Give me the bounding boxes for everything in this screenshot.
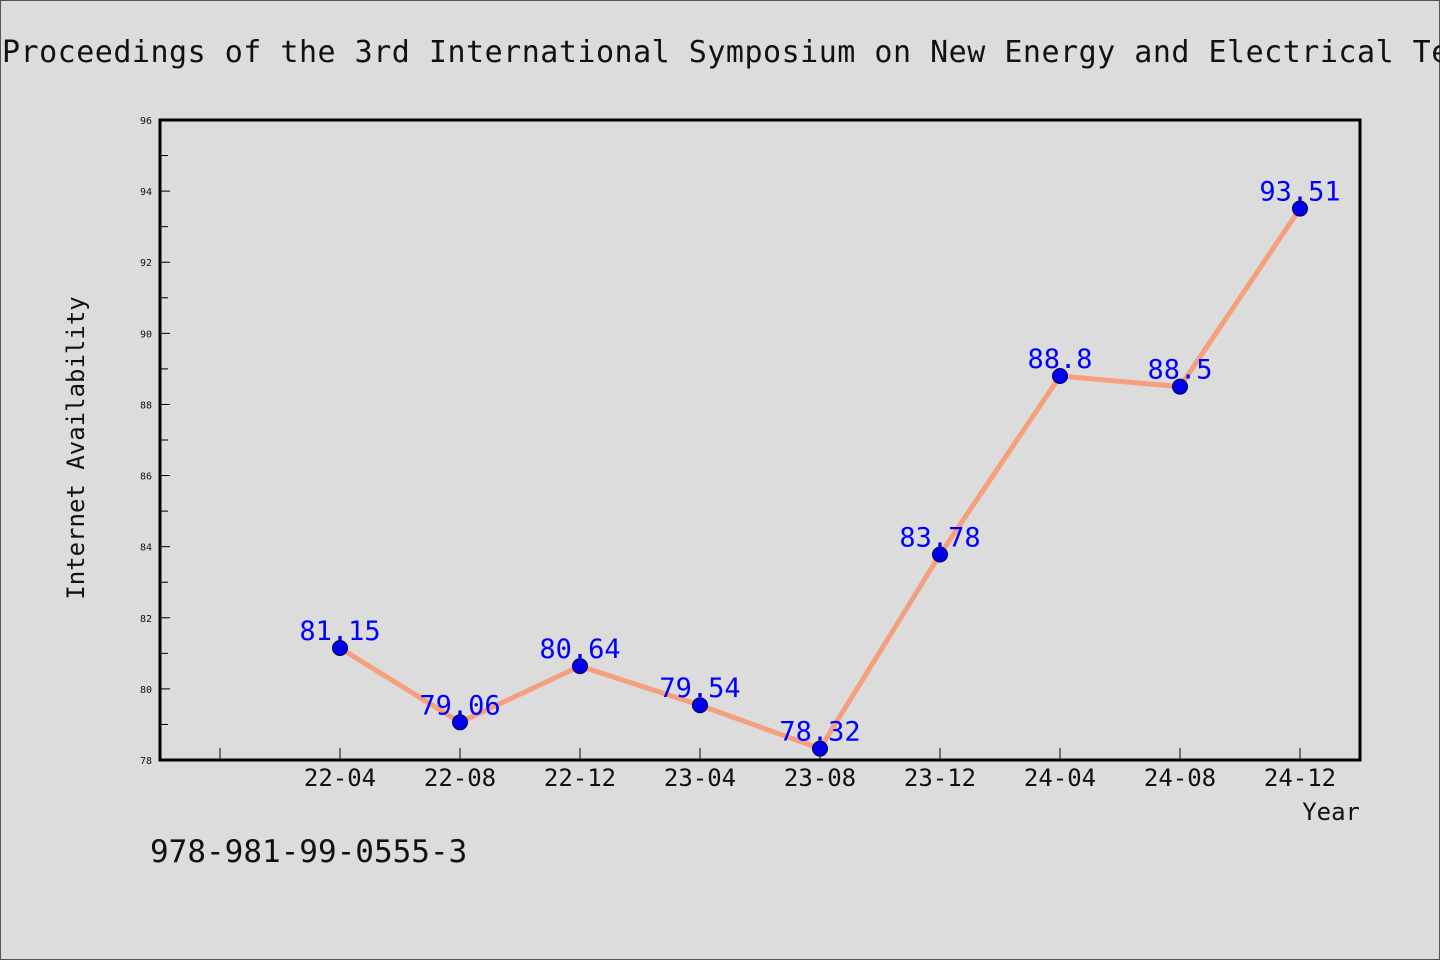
data-label: 83.78	[899, 522, 980, 553]
isbn-text: 978-981-99-0555-3	[150, 834, 468, 870]
y-axis-label: Internet Availability	[62, 296, 90, 599]
x-tick-label: 24-12	[1264, 764, 1336, 792]
x-axis-label: Year	[1302, 798, 1360, 826]
y-tick-label: 90	[140, 329, 152, 340]
data-point	[572, 658, 588, 675]
data-label: 93.51	[1259, 177, 1340, 208]
data-point	[692, 697, 708, 714]
data-labels: 81.15 79.06 80.64 79.54 78.32 83.78 88.8 88.5 93…	[299, 177, 1340, 748]
y-axis: 78 80 82 84 86 88 90 92 94 96	[140, 116, 170, 767]
x-tick-label: 23-04	[664, 764, 736, 792]
data-point	[932, 546, 948, 563]
data-point	[332, 640, 348, 656]
data-label: 88.8	[1027, 344, 1092, 375]
x-tick-label: 22-12	[544, 764, 616, 792]
data-points	[332, 200, 1308, 757]
x-tick-label: 24-08	[1144, 764, 1216, 792]
data-point	[812, 740, 828, 757]
page-title: Proceedings of the 3rd International Sym…	[2, 35, 1440, 70]
data-point	[1172, 378, 1188, 395]
plot-area	[158, 118, 1362, 762]
y-tick-label: 88	[140, 400, 152, 411]
x-tick-label: 23-12	[904, 764, 976, 792]
data-label: 78.32	[779, 717, 860, 748]
x-tick-label: 22-08	[424, 764, 496, 792]
data-point	[452, 714, 468, 731]
x-tick-label: 24-04	[1024, 764, 1096, 792]
y-tick-label: 84	[140, 543, 152, 554]
data-point	[1052, 368, 1068, 384]
x-axis: 22-04 22-08 22-12 23-04 23-08 23-12 24-04 24-08…	[219, 748, 1336, 792]
x-tick-label: 22-04	[304, 764, 376, 792]
series-line	[337, 206, 1303, 752]
data-label: 81.15	[299, 616, 380, 647]
data-label: 79.06	[419, 690, 500, 721]
data-label: 88.5	[1147, 355, 1212, 386]
y-tick-label: 78	[140, 756, 152, 767]
y-tick-label: 92	[140, 258, 152, 269]
y-tick-label: 82	[140, 614, 152, 625]
y-tick-label: 96	[140, 116, 152, 127]
data-point	[1292, 200, 1308, 217]
y-tick-label: 86	[140, 472, 152, 483]
data-label: 80.64	[539, 634, 620, 665]
data-label: 79.54	[659, 673, 740, 704]
x-tick-label: 23-08	[784, 764, 856, 792]
y-tick-label: 94	[140, 187, 152, 198]
y-tick-label: 80	[140, 685, 152, 696]
